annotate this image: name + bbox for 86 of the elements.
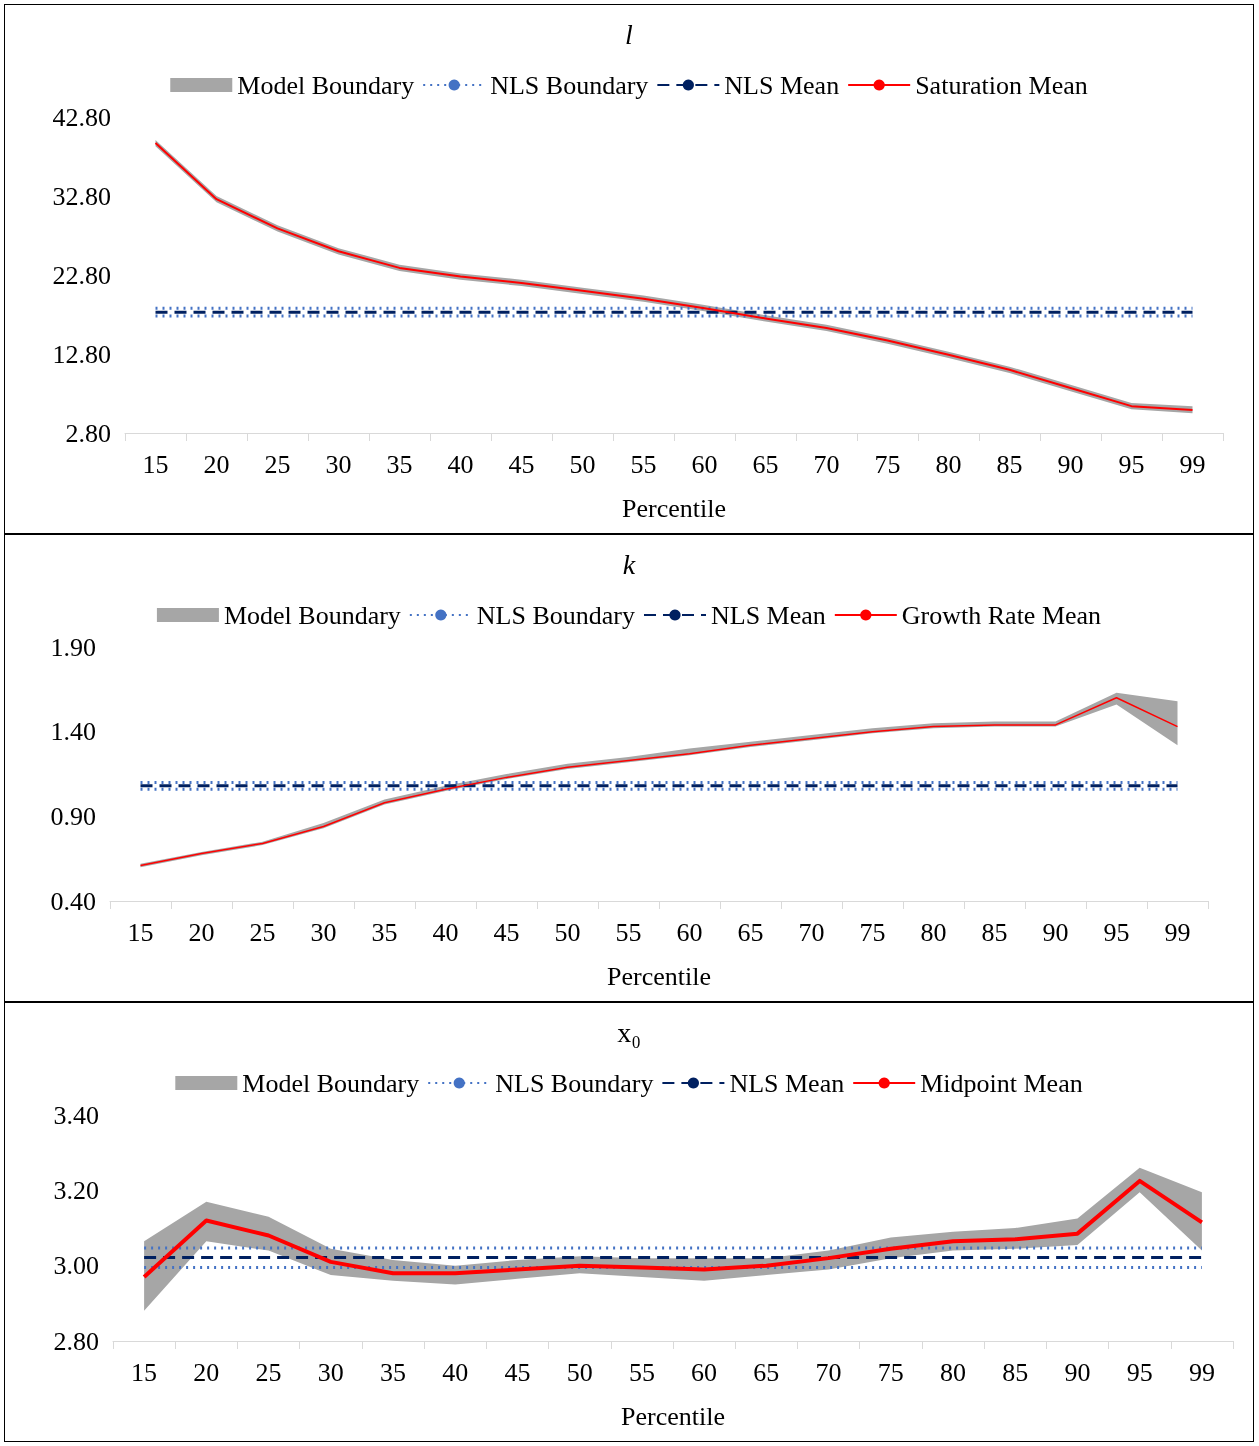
x-tick-label: 40 (432, 917, 459, 947)
chart-title: l (625, 18, 634, 50)
x-tick-label: 30 (325, 449, 352, 479)
legend-label: NLS Boundary (495, 1068, 654, 1098)
y-tick-label: 3.00 (53, 1251, 99, 1281)
x-tick-label: 90 (1064, 1357, 1091, 1387)
x-tick-label: 95 (1126, 1357, 1153, 1387)
legend-label: Midpoint Mean (920, 1068, 1083, 1098)
legend-label: Model Boundary (237, 70, 415, 100)
x-tick-label: 65 (752, 449, 779, 479)
y-tick-label: 12.80 (52, 339, 111, 369)
x-tick-label: 75 (859, 917, 886, 947)
x-tick-label: 40 (447, 449, 474, 479)
x-tick-label: 90 (1042, 917, 1069, 947)
chart-title: x₀ (617, 1016, 641, 1048)
x-tick-label: 45 (508, 449, 535, 479)
x-tick-label: 20 (203, 449, 230, 479)
x-tick-label: 60 (691, 1357, 718, 1387)
x-tick-label: 99 (1164, 917, 1191, 947)
x-tick-label: 70 (798, 917, 825, 947)
x-tick-label: 85 (981, 917, 1008, 947)
x-tick-label: 85 (1002, 1357, 1029, 1387)
x-tick-label: 25 (255, 1357, 282, 1387)
x-tick-label: 20 (188, 917, 215, 947)
legend-label: NLS Mean (710, 600, 826, 630)
legend-label: NLS Boundary (476, 600, 636, 630)
x-tick-label: 80 (940, 1357, 966, 1387)
y-tick-label: 2.80 (53, 1326, 99, 1356)
legend-label: Model Boundary (242, 1068, 420, 1098)
x-tick-label: 50 (569, 449, 596, 479)
x-tick-label: 35 (386, 449, 413, 479)
x-tick-label: 85 (996, 449, 1023, 479)
x-tick-label: 50 (554, 917, 581, 947)
y-tick-label: 22.80 (52, 260, 111, 290)
x-tick-label: 80 (935, 449, 962, 479)
legend-label: NLS Mean (724, 70, 840, 100)
x-tick-label: 70 (813, 449, 840, 479)
x-tick-label: 45 (493, 917, 520, 947)
x-tick-label: 95 (1103, 917, 1130, 947)
x-tick-label: 25 (249, 917, 276, 947)
y-tick-label: 1.90 (50, 632, 96, 662)
legend-label: Model Boundary (223, 600, 401, 630)
x-tick-label: 90 (1057, 449, 1084, 479)
x-tick-label: 40 (442, 1357, 469, 1387)
legend-label: Growth Rate Mean (901, 600, 1102, 630)
x-tick-label: 50 (566, 1357, 593, 1387)
x-axis-title: Percentile (607, 961, 711, 991)
x-tick-label: 30 (317, 1357, 344, 1387)
x-tick-label: 35 (371, 917, 398, 947)
y-tick-label: 32.80 (52, 181, 111, 211)
y-tick-label: 1.40 (50, 717, 96, 747)
x-tick-label: 45 (504, 1357, 531, 1387)
x-tick-label: 99 (1188, 1357, 1215, 1387)
y-tick-label: 0.40 (50, 886, 96, 916)
y-tick-label: 42.80 (52, 102, 111, 132)
chart-title: k (622, 548, 636, 580)
x-tick-label: 20 (193, 1357, 220, 1387)
legend-label: Saturation Mean (915, 70, 1088, 100)
x-tick-label: 60 (691, 449, 718, 479)
x-tick-label: 65 (737, 917, 764, 947)
x-tick-label: 55 (630, 449, 657, 479)
x-tick-label: 60 (676, 917, 703, 947)
legend-label: NLS Boundary (490, 70, 649, 100)
x-tick-label: 55 (628, 1357, 655, 1387)
x-tick-label: 99 (1179, 449, 1206, 479)
line-series (142, 1178, 1204, 1279)
y-tick-label: 2.80 (65, 418, 111, 448)
x-tick-label: 25 (264, 449, 291, 479)
x-axis-title: Percentile (622, 493, 726, 523)
y-tick-label: 3.40 (53, 1100, 99, 1130)
x-tick-label: 95 (1118, 449, 1145, 479)
x-tick-label: 75 (874, 449, 901, 479)
y-tick-label: 0.90 (50, 801, 96, 831)
legend-label: NLS Mean (729, 1068, 845, 1098)
y-tick-label: 3.20 (53, 1175, 99, 1205)
x-axis-title: Percentile (621, 1401, 725, 1431)
x-tick-label: 15 (142, 449, 169, 479)
x-tick-label: 75 (877, 1357, 904, 1387)
x-tick-label: 80 (920, 917, 947, 947)
x-tick-label: 15 (127, 917, 154, 947)
x-tick-label: 70 (815, 1357, 842, 1387)
x-tick-label: 30 (310, 917, 337, 947)
x-tick-label: 35 (380, 1357, 406, 1387)
x-tick-label: 15 (131, 1357, 158, 1387)
x-tick-label: 55 (615, 917, 642, 947)
x-tick-label: 65 (753, 1357, 780, 1387)
